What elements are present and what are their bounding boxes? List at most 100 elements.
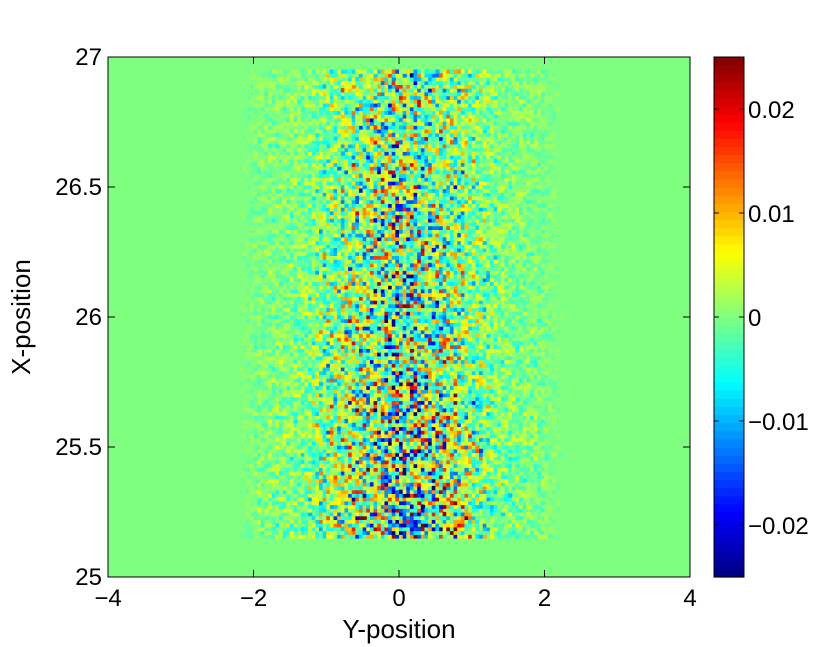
heatmap-cell-918 bbox=[282, 300, 287, 305]
heatmap-cell-1677 bbox=[311, 523, 316, 528]
heatmap-cell-1522 bbox=[304, 274, 309, 279]
heatmap-cell-1083 bbox=[289, 385, 295, 390]
heatmap-cell-958 bbox=[286, 523, 291, 528]
heatmap-cell-3468 bbox=[366, 236, 371, 242]
heatmap-cell-4728 bbox=[406, 419, 411, 424]
heatmap-cell-3392 bbox=[366, 534, 371, 539]
heatmap-cell-4625 bbox=[402, 348, 407, 353]
heatmap-cell-2116 bbox=[326, 508, 331, 513]
heatmap-cell-3907 bbox=[380, 326, 386, 331]
heatmap-cell-1430 bbox=[300, 199, 306, 204]
heatmap-cell-4690 bbox=[402, 99, 407, 104]
heatmap-cell-3710 bbox=[373, 184, 378, 190]
heatmap-cell-4506 bbox=[399, 348, 404, 353]
heatmap-cell-4446 bbox=[395, 114, 400, 119]
heatmap-cell-4061 bbox=[384, 203, 389, 208]
heatmap-cell-1236 bbox=[293, 140, 298, 145]
heatmap-cell-4488 bbox=[399, 415, 404, 420]
heatmap-cell-493 bbox=[268, 526, 273, 532]
heatmap-cell-2351 bbox=[333, 497, 338, 502]
heatmap-cell-4794 bbox=[406, 166, 411, 171]
heatmap-cell-1437 bbox=[300, 173, 306, 178]
heatmap-cell-3951 bbox=[380, 158, 386, 164]
heatmap-cell-4420 bbox=[395, 214, 400, 219]
heatmap-cell-1530 bbox=[304, 229, 309, 234]
heatmap-cell-3380 bbox=[362, 121, 367, 126]
heatmap-cell-1907 bbox=[318, 445, 324, 450]
heatmap-cell-1601 bbox=[308, 385, 313, 390]
heatmap-cell-3463 bbox=[366, 255, 371, 260]
heatmap-cell-2894 bbox=[348, 177, 353, 182]
heatmap-cell-4643 bbox=[402, 277, 407, 283]
heatmap-cell-3620 bbox=[369, 102, 375, 108]
heatmap-cell-1063 bbox=[289, 471, 295, 476]
heatmap-cell-935 bbox=[282, 192, 287, 197]
heatmap-cell-2612 bbox=[340, 374, 346, 379]
heatmap-cell-3286 bbox=[362, 485, 367, 491]
heatmap-cell-527 bbox=[268, 366, 273, 372]
heatmap-cell-3092 bbox=[355, 300, 360, 305]
heatmap-cell-563 bbox=[268, 207, 273, 212]
heatmap-cell-1382 bbox=[300, 415, 306, 420]
heatmap-cell-891 bbox=[282, 407, 287, 413]
heatmap-cell-1584 bbox=[308, 452, 313, 457]
heatmap-cell-1132 bbox=[289, 140, 295, 145]
heatmap-cell-359 bbox=[260, 370, 266, 376]
heatmap-cell-3375 bbox=[362, 140, 367, 145]
heatmap-cell-1012 bbox=[286, 259, 291, 264]
heatmap-cell-518 bbox=[268, 407, 273, 413]
heatmap-cell-2508 bbox=[337, 329, 342, 335]
heatmap-cell-1647 bbox=[308, 173, 313, 178]
heatmap-cell-949 bbox=[282, 114, 287, 119]
heatmap-cell-733 bbox=[275, 300, 280, 305]
heatmap-cell-157 bbox=[249, 129, 255, 134]
heatmap-cell-4842 bbox=[409, 430, 415, 435]
heatmap-cell-2342 bbox=[333, 530, 338, 535]
heatmap-cell-3156 bbox=[358, 508, 364, 513]
heatmap-cell-2280 bbox=[329, 322, 335, 327]
heatmap-cell-4987 bbox=[413, 311, 418, 316]
heatmap-cell-3993 bbox=[384, 467, 389, 472]
heatmap-cell-119 bbox=[249, 400, 255, 405]
heatmap-cell-1771 bbox=[311, 91, 316, 97]
heatmap-cell-3769 bbox=[377, 407, 382, 413]
heatmap-cell-2535 bbox=[337, 229, 342, 234]
heatmap-cell-4967 bbox=[413, 396, 418, 402]
heatmap-cell-3732 bbox=[373, 91, 378, 97]
heatmap-cell-3711 bbox=[373, 181, 378, 186]
heatmap-cell-1283 bbox=[297, 393, 302, 398]
heatmap-cell-381 bbox=[260, 236, 266, 242]
heatmap-cell-2270 bbox=[329, 359, 335, 364]
heatmap-cell-138 bbox=[249, 285, 255, 290]
heatmap-cell-3794 bbox=[377, 311, 382, 316]
heatmap-cell-864 bbox=[282, 534, 287, 539]
heatmap-cell-4372 bbox=[395, 393, 400, 398]
heatmap-cell-1279 bbox=[297, 415, 302, 420]
heatmap-cell-22 bbox=[242, 385, 247, 390]
heatmap-cell-1996 bbox=[318, 73, 324, 78]
heatmap-cell-4504 bbox=[399, 355, 404, 361]
heatmap-cell-2890 bbox=[348, 192, 353, 197]
heatmap-cell-4096 bbox=[384, 73, 389, 78]
heatmap-cell-3659 bbox=[373, 407, 378, 413]
heatmap-cell-1296 bbox=[297, 333, 302, 338]
heatmap-cell-3116 bbox=[355, 207, 360, 212]
heatmap-cell-1054 bbox=[289, 519, 295, 524]
heatmap-cell-4093 bbox=[384, 84, 389, 89]
heatmap-cell-742 bbox=[275, 229, 280, 234]
heatmap-cell-3321 bbox=[362, 352, 367, 357]
heatmap-cell-2138 bbox=[326, 415, 331, 420]
heatmap-cell-2184 bbox=[326, 229, 331, 234]
heatmap-cell-2530 bbox=[337, 248, 342, 253]
heatmap-cell-719 bbox=[275, 363, 280, 368]
heatmap-cell-4171 bbox=[388, 244, 393, 249]
heatmap-cell-3075 bbox=[355, 363, 360, 368]
heatmap-cell-3878 bbox=[380, 448, 386, 454]
heatmap-cell-583 bbox=[268, 117, 273, 123]
heatmap-cell-4103 bbox=[388, 515, 393, 521]
heatmap-cell-702 bbox=[275, 445, 280, 450]
heatmap-cell-2570 bbox=[337, 69, 342, 74]
heatmap-cell-1834 bbox=[315, 311, 320, 316]
heatmap-cell-2190 bbox=[326, 207, 331, 212]
heatmap-cell-4477 bbox=[399, 456, 404, 461]
